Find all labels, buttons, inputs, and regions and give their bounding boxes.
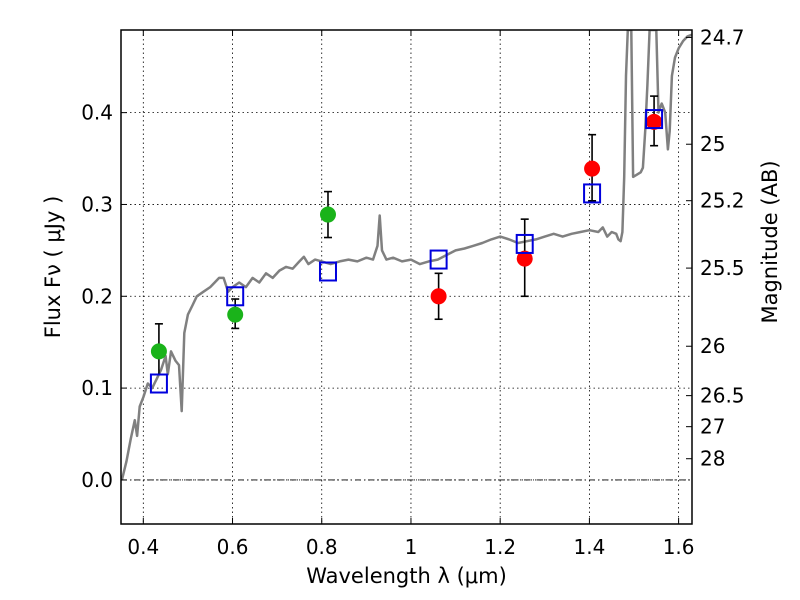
x-tick-label: 0.4 xyxy=(127,535,159,559)
magnitude-tick-label: 24.7 xyxy=(700,25,745,49)
model-spectrum xyxy=(121,30,692,481)
magnitude-tick-label: 26 xyxy=(700,334,725,358)
magnitude-tick-label: 27 xyxy=(700,415,725,439)
y-tick-label: 0.2 xyxy=(81,284,113,308)
red-point xyxy=(430,288,447,305)
y-axis-label: Flux Fν ( μJy ) xyxy=(41,196,65,339)
grid-lines xyxy=(121,30,692,524)
x-axis-ticks: 0.4 0.6 0.8 1 1.2 1.4 1.6 xyxy=(127,30,695,559)
error-bars xyxy=(154,95,659,376)
magnitude-axis-label: Magnitude (AB) xyxy=(758,160,782,323)
red-point xyxy=(584,160,601,177)
x-tick-label: 0.6 xyxy=(217,535,249,559)
red-point xyxy=(516,250,533,267)
plot-frame xyxy=(120,29,693,525)
blue-square-point xyxy=(318,261,337,282)
y-tick-label: 0.4 xyxy=(81,101,113,125)
blue-square-point xyxy=(583,183,602,204)
x-tick-label: 1.2 xyxy=(484,535,516,559)
y-tick-label: 0.1 xyxy=(81,376,113,400)
y-tick-label: 0.3 xyxy=(81,192,113,216)
blue-square-point xyxy=(226,286,245,307)
magnitude-axis-ticks: 24.7 25 25.2 25.5 26 26.5 27 28 xyxy=(686,25,745,471)
magnitude-tick-label: 25.2 xyxy=(700,189,745,213)
model-curve xyxy=(121,30,692,481)
y-tick-label: 0.0 xyxy=(81,468,113,492)
magnitude-tick-label: 25 xyxy=(700,132,725,156)
green-point xyxy=(319,206,336,223)
blue-square-point xyxy=(515,233,534,254)
blue-square-point xyxy=(149,373,168,394)
magnitude-tick-label: 25.5 xyxy=(700,256,745,280)
blue-square-point xyxy=(645,109,664,130)
x-tick-label: 0.8 xyxy=(306,535,338,559)
data-markers xyxy=(149,109,664,394)
magnitude-tick-label: 26.5 xyxy=(700,384,745,408)
green-point xyxy=(227,306,244,323)
magnitude-tick-label: 28 xyxy=(700,447,725,471)
y-axis-ticks: 0.0 0.1 0.2 0.3 0.4 xyxy=(81,101,127,492)
x-tick-label: 1.4 xyxy=(573,535,605,559)
x-tick-label: 1.6 xyxy=(663,535,695,559)
green-point xyxy=(150,343,167,360)
blue-square-point xyxy=(429,249,448,270)
x-tick-label: 1 xyxy=(405,535,418,559)
x-axis-label: Wavelength λ (μm) xyxy=(306,564,507,588)
